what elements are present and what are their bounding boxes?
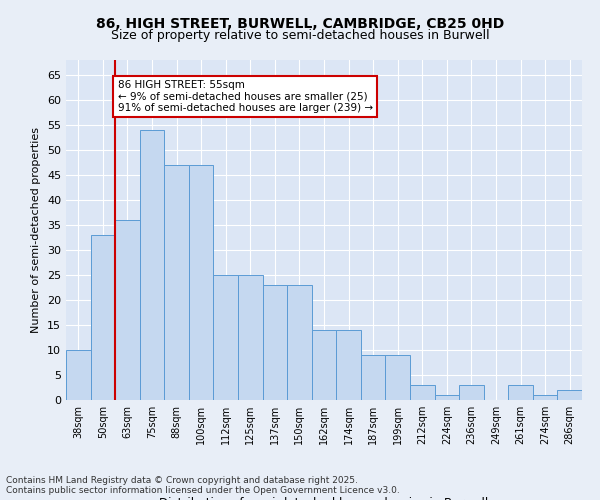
Bar: [164, 165, 189, 400]
Bar: [140, 130, 164, 400]
Bar: [336, 330, 361, 400]
Bar: [459, 385, 484, 400]
Bar: [533, 395, 557, 400]
Bar: [287, 285, 312, 400]
Bar: [312, 330, 336, 400]
Bar: [410, 385, 434, 400]
Text: Contains HM Land Registry data © Crown copyright and database right 2025.
Contai: Contains HM Land Registry data © Crown c…: [6, 476, 400, 495]
Bar: [508, 385, 533, 400]
X-axis label: Distribution of semi-detached houses by size in Burwell: Distribution of semi-detached houses by …: [160, 497, 488, 500]
Text: Size of property relative to semi-detached houses in Burwell: Size of property relative to semi-detach…: [110, 29, 490, 42]
Bar: [91, 235, 115, 400]
Bar: [557, 390, 582, 400]
Bar: [115, 220, 140, 400]
Text: 86 HIGH STREET: 55sqm
← 9% of semi-detached houses are smaller (25)
91% of semi-: 86 HIGH STREET: 55sqm ← 9% of semi-detac…: [118, 80, 373, 113]
Bar: [361, 355, 385, 400]
Bar: [263, 285, 287, 400]
Bar: [434, 395, 459, 400]
Bar: [385, 355, 410, 400]
Bar: [214, 275, 238, 400]
Bar: [238, 275, 263, 400]
Text: 86, HIGH STREET, BURWELL, CAMBRIDGE, CB25 0HD: 86, HIGH STREET, BURWELL, CAMBRIDGE, CB2…: [96, 18, 504, 32]
Bar: [66, 350, 91, 400]
Bar: [189, 165, 214, 400]
Y-axis label: Number of semi-detached properties: Number of semi-detached properties: [31, 127, 41, 333]
